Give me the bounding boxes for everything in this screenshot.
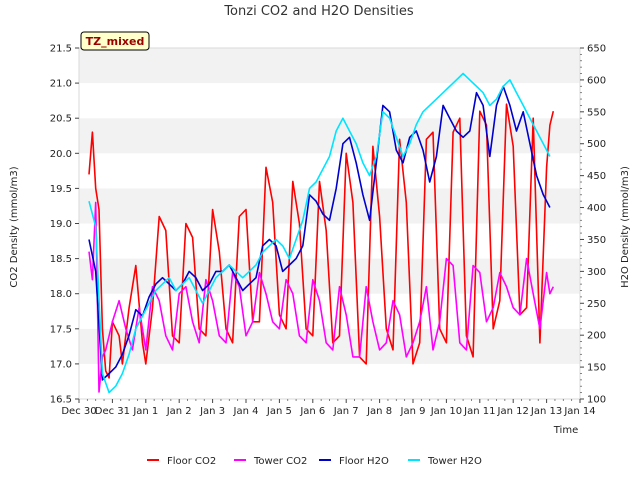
series-line-floor-co2 [88,103,555,379]
y-right-tick-label: 600 [587,75,606,86]
grid-band [79,118,580,154]
x-tick-label: Jan 7 [333,406,359,417]
y-left-tick-label: 19.5 [50,184,72,195]
y-axis-right-label: H2O Density (mmol/m3) [620,166,631,288]
y-right-tick-label: 150 [587,363,606,374]
x-tick-label: Dec 31 [95,406,130,417]
grid-band [79,223,580,259]
y-left-tick-label: 17.5 [50,324,72,335]
y-right-tick-label: 350 [587,235,606,246]
y-left-tick-label: 18.5 [50,254,72,265]
y-right-tick-label: 500 [587,139,606,150]
y-right-tick-label: 650 [587,44,606,55]
x-tick-label: Jan 11 [463,406,495,417]
legend: Floor CO2 Tower CO2 Floor H2O Tower H2O [147,456,482,467]
grid-band [79,83,580,119]
legend-label: Floor H2O [339,456,389,467]
y-left-tick-label: 20.5 [50,114,72,125]
y-right-tick-label: 400 [587,203,606,214]
x-tick-label: Jan 9 [400,406,426,417]
chart-title: Tonzi CO2 and H2O Densities [223,4,414,19]
y-left-tick-label: 21.0 [50,79,72,90]
y-right-tick-label: 250 [587,299,606,310]
x-tick-label: Jan 12 [497,406,529,417]
series-line-tower-h2o [88,72,551,394]
y-right-tick-label: 300 [587,267,606,278]
y-left-tick-label: 16.5 [50,395,72,406]
series-layer [88,72,555,394]
grid-band [79,153,580,189]
y-axis-left: 16.5 17.0 17.5 18.0 18.5 19.0 19.5 20.0 20.5 21.0… [50,44,79,406]
site-badge-box [80,31,150,51]
x-tick-label: Jan 2 [166,406,192,417]
legend-label: Tower CO2 [253,456,307,467]
x-tick-label: Jan 3 [199,406,225,417]
series-line-tower-co2 [88,201,555,393]
y-left-tick-label: 21.5 [50,44,72,55]
site-badge-text: TZ_mixed [86,35,145,48]
y-left-tick-label: 17.0 [50,359,72,370]
grid-bands [79,48,580,399]
grid-band [79,363,580,399]
y-right-tick-label: 100 [587,395,606,406]
x-tick-label: Jan 4 [233,406,259,417]
x-axis-label: Time [553,425,578,436]
x-tick-label: Jan 14 [563,406,595,417]
x-tick-label: Jan 8 [366,406,392,417]
y-left-tick-label: 20.0 [50,149,72,160]
legend-label: Floor CO2 [167,456,216,467]
x-tick-label: Jan 1 [132,406,158,417]
y-axis-right: 100 150 200 250 300 350 400 450 500 550 600 650 [580,44,606,406]
y-left-tick-label: 19.0 [50,219,72,230]
y-left-tick-label: 18.0 [50,289,72,300]
x-tick-label: Jan 10 [430,406,462,417]
x-tick-label: Jan 13 [530,406,562,417]
x-tick-label: Dec 30 [61,406,96,417]
x-tick-label: Jan 5 [266,406,292,417]
y-right-tick-label: 200 [587,331,606,342]
grid-band [79,48,580,84]
y-right-tick-label: 550 [587,107,606,118]
site-badge: TZ_mixed [80,31,150,51]
x-tick-label: Jan 6 [299,406,325,417]
y-right-tick-label: 450 [587,171,606,182]
y-axis-left-label: CO2 Density (mmol/m3) [9,166,20,287]
legend-label: Tower H2O [427,456,482,467]
